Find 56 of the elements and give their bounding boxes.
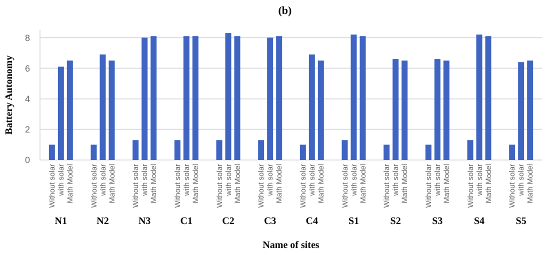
x-tick-label: N3: [138, 216, 151, 227]
bar: [308, 54, 315, 160]
x-tick-label: N1: [54, 216, 68, 227]
bar: [192, 36, 198, 160]
bar: [318, 60, 324, 160]
bar: [392, 59, 399, 160]
bar: [360, 36, 366, 160]
bar: [174, 140, 180, 160]
bar: [100, 54, 106, 160]
bar: [108, 60, 115, 160]
bar: [425, 144, 432, 160]
bar: [66, 60, 73, 160]
x-tick-label: C2: [222, 216, 234, 227]
bar: [527, 60, 534, 160]
x-tick-label: S5: [516, 216, 526, 227]
bar: [132, 140, 139, 160]
bar: [509, 144, 516, 160]
bar: [90, 144, 97, 160]
bar: [384, 144, 390, 160]
y-axis-title: Battery Autonomy: [4, 55, 15, 135]
bar: [267, 38, 274, 160]
y-tick-label: 4: [24, 94, 30, 104]
x-tick-label: N2: [96, 216, 109, 227]
bar: [48, 144, 55, 160]
x-tick-label: C4: [306, 216, 318, 227]
bar: [216, 140, 222, 160]
bar: [518, 62, 524, 160]
x-tick-label: C3: [264, 216, 276, 227]
bar: [150, 36, 157, 160]
x-tick-label: S1: [348, 216, 360, 227]
bar: [58, 66, 64, 160]
bar: [258, 140, 264, 160]
y-tick-label: 8: [24, 32, 30, 43]
bar: [342, 140, 348, 160]
bar: [276, 36, 282, 160]
bar: [225, 33, 232, 160]
x-axis-title: Name of sites: [262, 240, 320, 251]
y-tick-label: 0: [24, 155, 30, 166]
y-tick-label: 6: [24, 63, 30, 74]
x-tick-label: C1: [180, 216, 193, 227]
x-tick-label: S2: [390, 216, 401, 227]
bar: [467, 140, 474, 160]
x-tick-label: S4: [474, 216, 485, 227]
bar: [300, 144, 306, 160]
chart-title: (b): [278, 5, 292, 17]
bar: [402, 60, 408, 160]
bar: [485, 36, 492, 160]
bar: [234, 36, 240, 160]
bar: [142, 38, 148, 160]
y-tick-label: 2: [24, 124, 30, 135]
bar: [350, 34, 357, 160]
bar: [434, 59, 440, 160]
x-tick-label: S3: [432, 216, 443, 227]
bar: [443, 60, 450, 160]
bar: [183, 36, 190, 160]
bar: [476, 34, 482, 160]
